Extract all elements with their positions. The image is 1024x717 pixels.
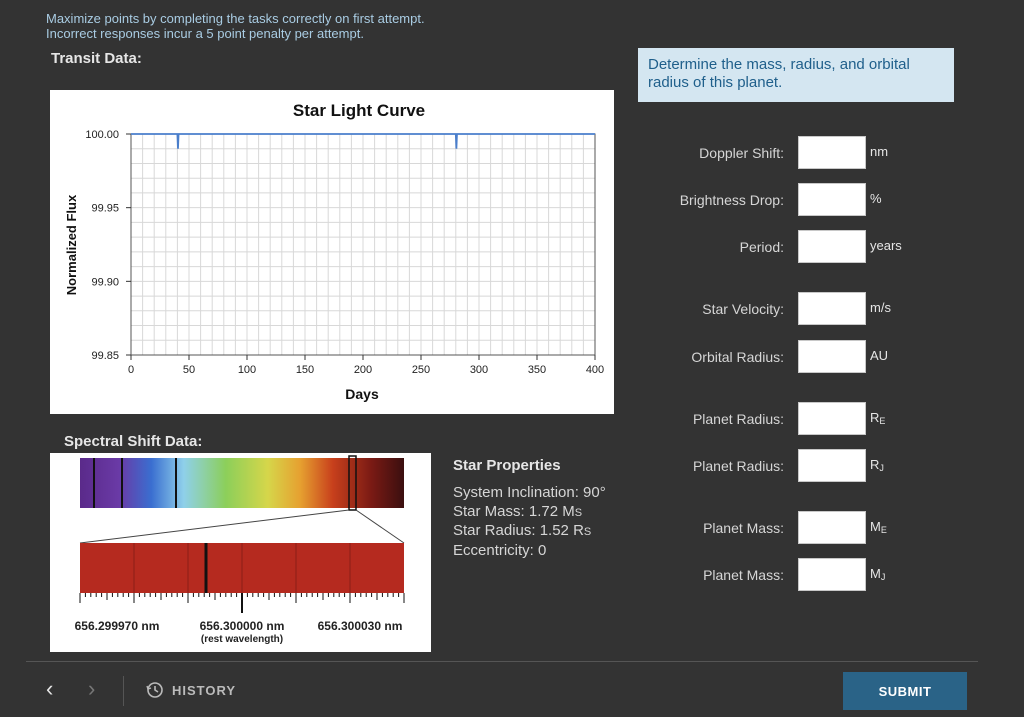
zoom-window <box>348 455 357 511</box>
chart-y-label: Normalized Flux <box>64 194 79 295</box>
y-tick-label: 99.95 <box>91 203 119 215</box>
zoom-connector <box>79 509 350 544</box>
field-label: Planet Radius: <box>692 411 784 427</box>
field-input[interactable] <box>798 292 866 325</box>
field-unit: RJ <box>870 457 884 473</box>
submit-button[interactable]: SUBMIT <box>843 672 967 710</box>
field-label: Star Velocity: <box>702 301 784 317</box>
wavelength-right-label: 656.300030 nm <box>318 619 403 633</box>
chevron-left-icon: ‹ <box>46 676 54 701</box>
eccentricity: Eccentricity: 0 <box>453 541 547 559</box>
history-button[interactable]: HISTORY <box>146 681 236 699</box>
field-unit: MJ <box>870 566 886 582</box>
field-unit: % <box>870 191 882 206</box>
field-input[interactable] <box>798 183 866 216</box>
instruction-line-2: Incorrect responses incur a 5 point pena… <box>46 26 364 41</box>
field-unit: m/s <box>870 300 891 315</box>
field-label: Planet Mass: <box>703 520 784 536</box>
spectral-svg: 656.299970 nm 656.300000 nm (rest wavele… <box>75 455 405 645</box>
field-unit: nm <box>870 144 889 159</box>
field-label: Brightness Drop: <box>679 192 784 208</box>
x-tick-label: 150 <box>296 364 314 376</box>
visible-spectrum-bar <box>80 458 404 508</box>
field-unit: ME <box>870 519 887 535</box>
wavelength-center-label: 656.300000 nm <box>200 619 285 633</box>
star-radius: Star Radius: 1.52 RS <box>453 522 592 539</box>
history-icon <box>146 682 163 698</box>
footer-divider <box>26 661 978 662</box>
field-input[interactable] <box>798 136 866 169</box>
spectral-title: Spectral Shift Data: <box>64 433 203 450</box>
field-input[interactable] <box>798 402 866 435</box>
instruction-line-1: Maximize points by completing the tasks … <box>46 11 425 26</box>
field-label: Orbital Radius: <box>691 349 784 365</box>
x-tick-label: 400 <box>586 364 604 376</box>
wavelength-left-label: 656.299970 nm <box>75 619 160 633</box>
chart-title: Star Light Curve <box>293 101 425 120</box>
field-label: Period: <box>739 239 784 255</box>
history-label: HISTORY <box>172 682 237 698</box>
light-curve-chart: Star Light Curve Days Normalized Flux 0 5… <box>50 90 614 414</box>
field-input[interactable] <box>798 340 866 373</box>
zoom-connector <box>355 509 405 544</box>
field-input[interactable] <box>798 511 866 544</box>
x-tick-label: 300 <box>470 364 488 376</box>
field-unit: RE <box>870 410 886 426</box>
x-tick-label: 100 <box>238 364 256 376</box>
instructions: Maximize points by completing the tasks … <box>46 11 425 41</box>
chart-x-label: Days <box>345 386 379 402</box>
star-properties-title: Star Properties <box>453 457 561 474</box>
field-input[interactable] <box>798 449 866 482</box>
system-inclination: System Inclination: 90° <box>453 484 606 501</box>
field-unit: years <box>870 238 902 253</box>
next-button[interactable]: › <box>88 676 95 702</box>
field-label: Planet Mass: <box>703 567 784 583</box>
star-properties: System Inclination: 90° Star Mass: 1.72 … <box>453 484 606 560</box>
field-label: Planet Radius: <box>692 458 784 474</box>
y-tick-label: 99.90 <box>91 276 119 288</box>
transit-title: Transit Data: <box>51 50 142 67</box>
star-mass: Star Mass: 1.72 MS <box>453 502 583 520</box>
x-tick-label: 50 <box>183 364 195 376</box>
question-prompt: Determine the mass, radius, and orbital … <box>638 48 954 102</box>
prev-button[interactable]: ‹ <box>46 676 53 702</box>
light-curve-svg: Star Light Curve Days Normalized Flux 0 5… <box>64 101 604 402</box>
x-tick-label: 250 <box>412 364 430 376</box>
field-label: Doppler Shift: <box>699 145 784 161</box>
nav-divider <box>123 676 124 706</box>
light-curve-line <box>131 133 595 149</box>
chevron-right-icon: › <box>88 676 96 701</box>
x-tick-label: 200 <box>354 364 372 376</box>
field-input[interactable] <box>798 230 866 263</box>
field-input[interactable] <box>798 558 866 591</box>
y-tick-label: 100.00 <box>85 129 119 141</box>
y-tick-label: 99.85 <box>91 350 119 362</box>
x-tick-label: 0 <box>128 364 134 376</box>
spectral-shift-panel: 656.299970 nm 656.300000 nm (rest wavele… <box>50 453 431 652</box>
x-tick-label: 350 <box>528 364 546 376</box>
rest-wavelength-label: (rest wavelength) <box>201 634 283 645</box>
field-unit: AU <box>870 348 889 363</box>
